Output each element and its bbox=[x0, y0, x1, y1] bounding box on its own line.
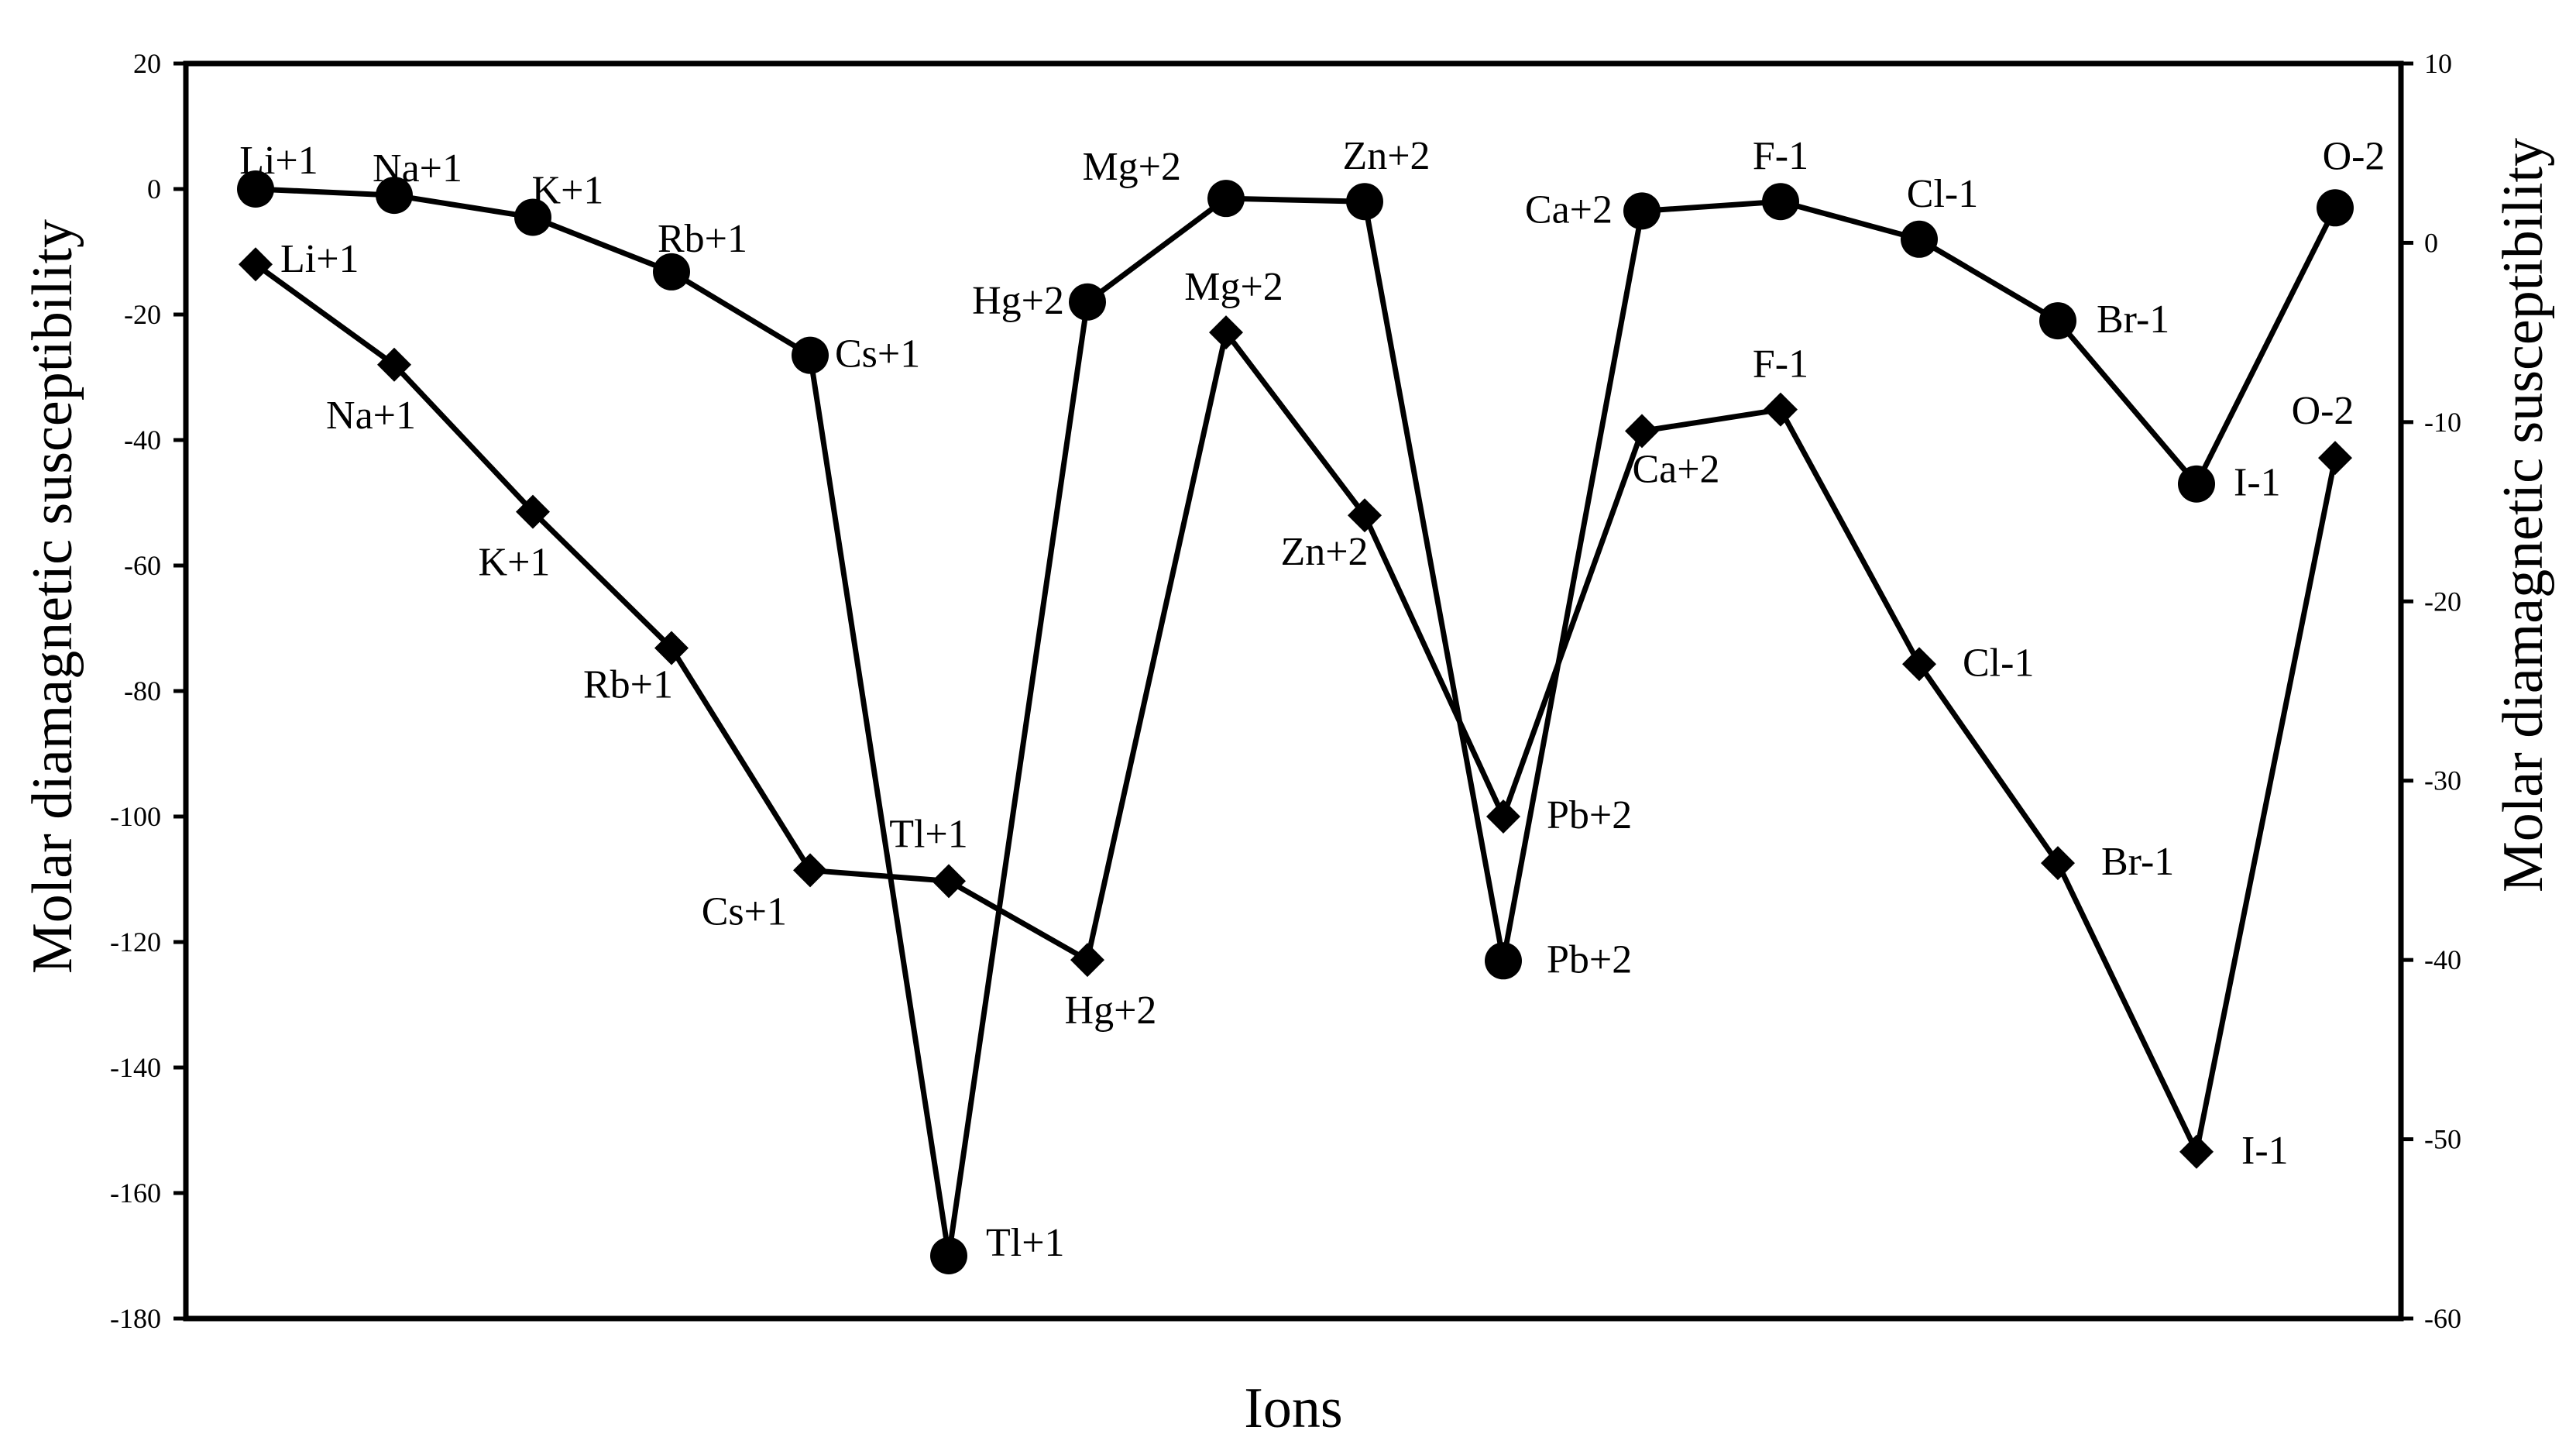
point-label: Cs+1 bbox=[835, 332, 920, 377]
data-point-diamond bbox=[793, 853, 827, 888]
data-point-circle bbox=[1623, 192, 1661, 230]
point-label: Mg+2 bbox=[1184, 265, 1283, 309]
right-tick-label: 10 bbox=[2424, 48, 2452, 79]
data-point-circle bbox=[1207, 180, 1245, 218]
left-tick-label: -80 bbox=[124, 676, 161, 707]
data-point-circle bbox=[2178, 465, 2215, 503]
data-point-circle bbox=[1346, 183, 1383, 221]
data-point-circle bbox=[1762, 183, 1799, 221]
point-label: K+1 bbox=[479, 541, 551, 585]
right-tick-label: -30 bbox=[2424, 765, 2461, 796]
y-axis-title-left: Molar diamagnetic susceptibility bbox=[21, 219, 84, 974]
data-point-circle bbox=[930, 1237, 967, 1274]
series-line-circle bbox=[255, 186, 2338, 1257]
data-point-diamond bbox=[2041, 846, 2075, 881]
point-label: F-1 bbox=[1753, 134, 1808, 178]
data-point-circle bbox=[514, 198, 551, 236]
point-label: O-2 bbox=[2323, 134, 2385, 178]
series-layer bbox=[237, 170, 2354, 1274]
data-point-diamond bbox=[377, 347, 411, 382]
point-label: F-1 bbox=[1753, 342, 1808, 387]
point-label: Tl+1 bbox=[986, 1221, 1065, 1265]
point-label: Cl-1 bbox=[1963, 641, 2034, 685]
data-point-circle bbox=[1901, 220, 1938, 258]
point-label: Pb+2 bbox=[1547, 793, 1632, 837]
data-point-diamond bbox=[1902, 647, 1936, 682]
data-point-diamond bbox=[1764, 392, 1798, 427]
point-label: Li+1 bbox=[239, 139, 318, 183]
point-label: O-2 bbox=[2292, 389, 2354, 433]
series-line-diamond bbox=[253, 262, 2338, 1160]
data-point-diamond bbox=[1209, 315, 1243, 350]
left-tick-label: -140 bbox=[110, 1052, 161, 1083]
plot-frame bbox=[183, 60, 2404, 1322]
point-label: Ca+2 bbox=[1632, 447, 1719, 491]
point-label: Zn+2 bbox=[1280, 530, 1368, 574]
data-point-diamond bbox=[1070, 943, 1104, 978]
data-point-diamond bbox=[1486, 799, 1520, 834]
right-tick-label: -20 bbox=[2424, 586, 2461, 617]
data-point-circle bbox=[653, 253, 690, 291]
left-tick-label: -60 bbox=[124, 550, 161, 581]
data-point-circle bbox=[376, 177, 413, 215]
data-point-diamond bbox=[1348, 498, 1382, 533]
data-point-diamond bbox=[516, 494, 550, 529]
point-label: Na+1 bbox=[326, 394, 416, 438]
data-point-diamond bbox=[654, 631, 689, 665]
point-label: K+1 bbox=[532, 168, 604, 212]
y-axis-title-right: Molar diamagnetic susceptibility bbox=[2492, 138, 2555, 892]
point-label: Hg+2 bbox=[1065, 989, 1157, 1033]
right-tick-label: -40 bbox=[2424, 944, 2461, 975]
left-y-axis: 20 0 -20 -40 -60 -80 -100 -120 -140 -160 -180 bbox=[110, 48, 186, 1334]
x-axis-title: Ions bbox=[1244, 1377, 1342, 1440]
point-label: I-1 bbox=[2241, 1129, 2289, 1173]
data-point-circle bbox=[2317, 189, 2354, 227]
data-point-circle bbox=[237, 170, 274, 208]
point-label: Br-1 bbox=[2097, 297, 2169, 342]
point-label: Tl+1 bbox=[889, 812, 968, 856]
left-tick-label: -20 bbox=[124, 299, 161, 330]
point-label: Br-1 bbox=[2101, 840, 2174, 884]
point-label: Na+1 bbox=[373, 146, 462, 191]
point-label: Hg+2 bbox=[972, 279, 1064, 323]
point-label: Li+1 bbox=[280, 237, 359, 281]
point-label: Mg+2 bbox=[1082, 145, 1181, 189]
data-point-diamond bbox=[2179, 1134, 2214, 1169]
left-tick-label: -160 bbox=[110, 1178, 161, 1209]
right-tick-label: -60 bbox=[2424, 1303, 2461, 1334]
left-tick-label: -120 bbox=[110, 927, 161, 958]
data-point-circle bbox=[792, 336, 829, 374]
point-label: Pb+2 bbox=[1547, 937, 1632, 982]
point-label: Ca+2 bbox=[1525, 187, 1613, 232]
point-label: Rb+1 bbox=[658, 217, 747, 261]
point-labels: Li+1 Na+1 K+1 Rb+1 Cs+1 Tl+1 Hg+2 Mg+2 Zn+2 Pb+2 C… bbox=[239, 134, 2385, 1265]
point-label: Zn+2 bbox=[1342, 134, 1430, 178]
right-tick-label: -10 bbox=[2424, 407, 2461, 438]
data-point-diamond bbox=[2318, 441, 2352, 476]
right-tick-label: -50 bbox=[2424, 1124, 2461, 1155]
point-label: I-1 bbox=[2234, 461, 2281, 505]
data-point-diamond bbox=[932, 864, 966, 899]
data-point-circle bbox=[1485, 942, 1522, 980]
point-label: Cl-1 bbox=[1907, 172, 1978, 216]
data-point-diamond bbox=[239, 247, 273, 282]
left-tick-label: -180 bbox=[110, 1303, 161, 1334]
data-point-circle bbox=[2039, 302, 2076, 340]
data-point-circle bbox=[1069, 283, 1106, 321]
left-tick-label: -100 bbox=[110, 801, 161, 832]
left-tick-label: 20 bbox=[133, 48, 161, 79]
left-tick-label: -40 bbox=[124, 425, 161, 456]
right-tick-label: 0 bbox=[2424, 227, 2438, 258]
point-label: Rb+1 bbox=[583, 662, 673, 707]
data-point-diamond bbox=[1625, 414, 1659, 449]
left-tick-label: 0 bbox=[147, 174, 161, 205]
point-label: Cs+1 bbox=[702, 889, 787, 934]
right-y-axis: 10 0 -10 -20 -30 -40 -50 -60 bbox=[2401, 48, 2461, 1334]
